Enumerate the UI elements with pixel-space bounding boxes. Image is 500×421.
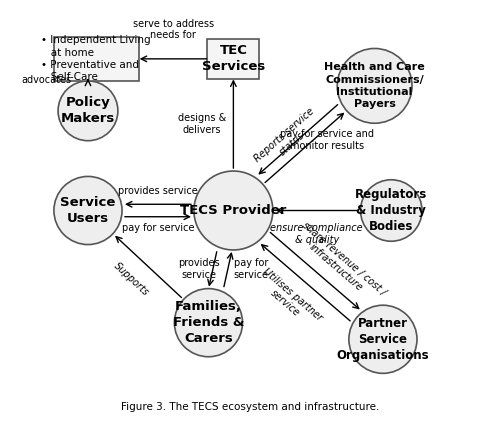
Text: Supports: Supports xyxy=(112,261,151,298)
FancyBboxPatch shape xyxy=(208,39,260,79)
Circle shape xyxy=(174,289,242,357)
Text: Policy
Makers: Policy Makers xyxy=(61,96,115,125)
Text: TEC
Services: TEC Services xyxy=(202,44,265,73)
Text: pay for service and
monitor results: pay for service and monitor results xyxy=(280,129,374,151)
Circle shape xyxy=(54,176,122,245)
Text: • Independent Living
   at home
• Preventative and
   Self-Care: • Independent Living at home • Preventat… xyxy=(42,35,151,83)
Circle shape xyxy=(194,171,273,250)
Text: Figure 3. The TECS ecosystem and infrastructure.: Figure 3. The TECS ecosystem and infrast… xyxy=(121,402,379,412)
FancyBboxPatch shape xyxy=(54,37,139,81)
Text: Partner
Service
Organisations: Partner Service Organisations xyxy=(336,317,430,362)
Text: pay for
service: pay for service xyxy=(234,258,268,280)
Circle shape xyxy=(337,48,412,123)
Text: share revenue / cost /
infrastructure: share revenue / cost / infrastructure xyxy=(292,220,388,306)
Text: designs &
delivers: designs & delivers xyxy=(178,113,226,135)
Text: Health and Care
Commissioners/
Institutional
Payers: Health and Care Commissioners/ Instituti… xyxy=(324,62,425,109)
Text: pay for service: pay for service xyxy=(122,223,194,233)
Circle shape xyxy=(360,180,422,241)
Text: Regulators
& Industry
Bodies: Regulators & Industry Bodies xyxy=(355,188,428,233)
Text: Utilises partner
service: Utilises partner service xyxy=(254,266,324,332)
Circle shape xyxy=(349,305,417,373)
Text: serve to address
needs for: serve to address needs for xyxy=(132,19,214,40)
Text: Reports service
status: Reports service status xyxy=(252,106,324,173)
Circle shape xyxy=(58,81,118,141)
Text: provides service: provides service xyxy=(118,186,198,196)
Text: TECS Provider: TECS Provider xyxy=(180,204,286,217)
Text: advocates: advocates xyxy=(21,75,71,85)
Text: provides
service: provides service xyxy=(178,258,220,280)
Text: Service
Users: Service Users xyxy=(60,196,116,225)
Text: ensure compliance
& quality: ensure compliance & quality xyxy=(270,223,363,245)
Text: Families,
Friends &
Carers: Families, Friends & Carers xyxy=(173,300,244,345)
